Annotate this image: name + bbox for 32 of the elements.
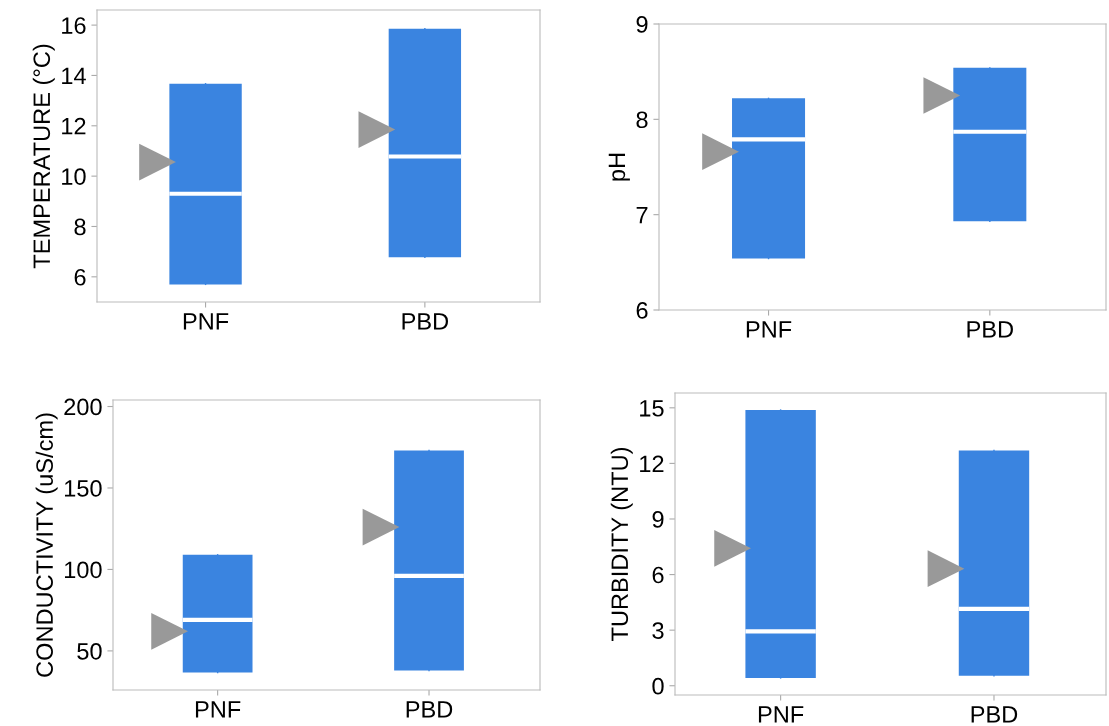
x-tick-label: PNF (195, 701, 241, 718)
y-tick-label: 150 (64, 480, 102, 497)
y-tick-label: 16 (62, 17, 86, 34)
y-axis-title: TURBIDITY (NTU) (610, 447, 633, 641)
y-tick-label: 14 (62, 67, 86, 84)
y-tick-label: 9 (636, 16, 648, 33)
y-axis-title: pH (608, 153, 630, 181)
y-tick-label: 200 (64, 398, 102, 416)
y-tick-label: 8 (636, 111, 648, 129)
y-axis-title: CONDUCTIVITY (uS/cm) (35, 413, 58, 677)
y-tick-label: 8 (74, 218, 86, 236)
y-tick-label: 6 (74, 268, 86, 286)
x-tick-label: PNF (758, 706, 804, 723)
x-tick-label: PNF (183, 313, 229, 330)
x-tick-label: PBD (967, 321, 1013, 338)
y-tick-label: 6 (652, 566, 664, 584)
y-tick-label: 50 (77, 642, 102, 660)
y-tick-label: 10 (62, 168, 86, 185)
y-tick-label: 9 (652, 511, 664, 528)
y-tick-label: 12 (640, 455, 664, 472)
x-tick-label: PNF (746, 321, 792, 338)
x-tick-label: PBD (406, 701, 453, 718)
y-tick-label: 12 (62, 117, 86, 135)
y-axis-title: TEMPERATURE (°C) (32, 44, 55, 269)
y-tick-label: 3 (652, 622, 664, 639)
y-tick-label: 15 (640, 400, 664, 417)
x-tick-label: PBD (971, 706, 1018, 723)
y-tick-label: 100 (64, 561, 102, 579)
y-tick-label: 0 (652, 677, 664, 695)
x-tick-label: PBD (402, 313, 449, 330)
y-tick-label: 6 (636, 302, 648, 319)
y-tick-label: 7 (636, 206, 648, 224)
